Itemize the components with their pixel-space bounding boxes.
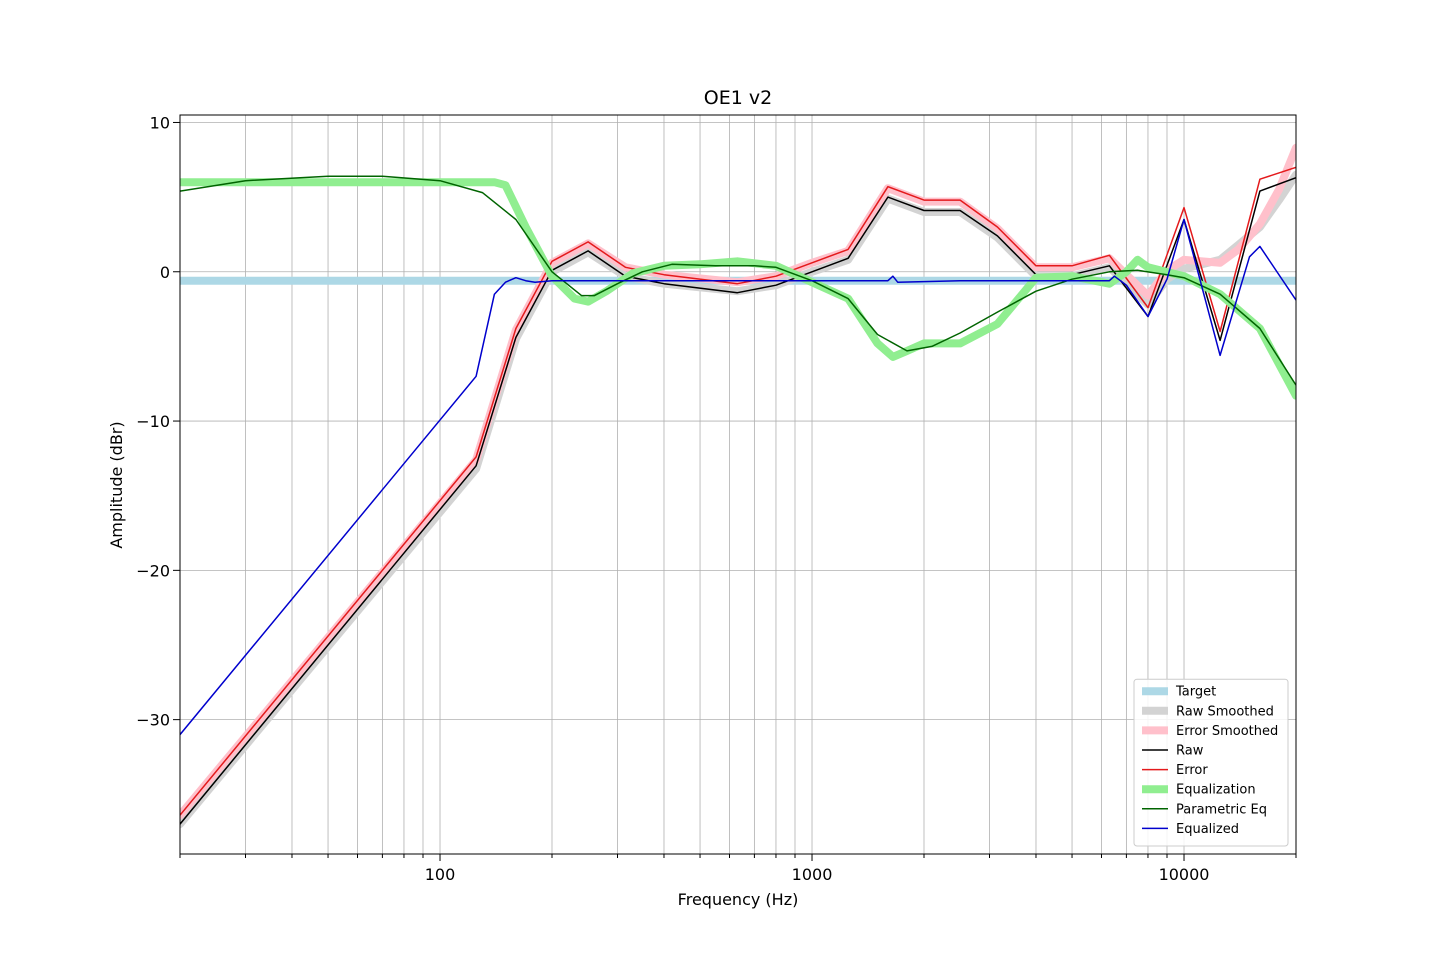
legend-entry-label: Raw Smoothed — [1176, 704, 1274, 719]
series-line-equalization — [180, 178, 1296, 400]
legend-entry-label: Parametric Eq — [1176, 802, 1267, 817]
x-tick-label: 100 — [425, 865, 456, 884]
legend-entry-label: Raw — [1176, 744, 1204, 759]
x-tick-label: 10000 — [1159, 865, 1210, 884]
series-line-raw — [180, 176, 1296, 825]
legend-entry-label: Equalized — [1176, 822, 1239, 837]
y-tick-label: −10 — [136, 412, 170, 431]
grid — [179, 115, 1297, 854]
plot-frame — [179, 114, 1297, 855]
series-line-equalized — [180, 218, 1296, 736]
x-tick-label: 1000 — [792, 865, 833, 884]
y-axis-label: Amplitude (dBr) — [107, 421, 126, 548]
legend: Target Raw Smoothed Error Smoothed Raw Error… — [1133, 678, 1289, 847]
series-group — [180, 143, 1296, 829]
x-axis-label: Frequency (Hz) — [678, 890, 799, 909]
series-line-error-smoothed — [180, 143, 1296, 820]
y-tick-label: −20 — [136, 561, 170, 580]
legend-box — [1133, 678, 1289, 847]
y-tick-label: −30 — [136, 711, 170, 730]
y-tick-label: 0 — [160, 263, 170, 282]
legend-entry-label: Error Smoothed — [1176, 724, 1278, 739]
series-line-parametric-eq — [180, 175, 1296, 386]
chart-title: OE1 v2 — [704, 87, 772, 109]
legend-entry-label: Equalization — [1176, 783, 1256, 798]
legend-entry-label: Target — [1175, 685, 1216, 700]
legend-entry-label: Error — [1176, 763, 1208, 778]
y-tick-label: 10 — [150, 113, 170, 132]
